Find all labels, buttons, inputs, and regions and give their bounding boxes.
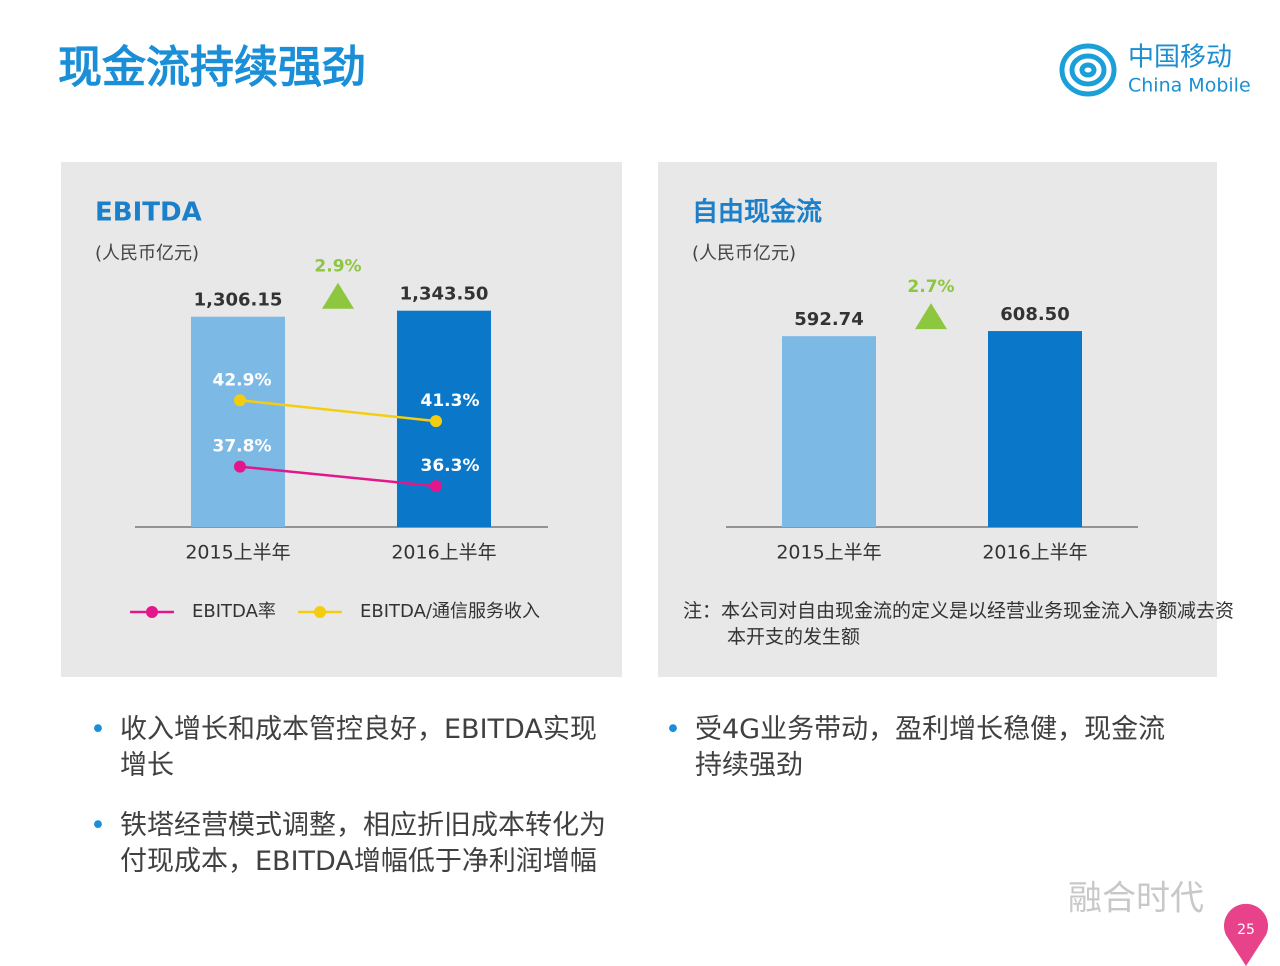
bullet: 受4G业务带动，盈利增长稳健，现金流持续强劲 <box>665 712 1185 784</box>
x-tick-label: 2016上半年 <box>391 542 496 564</box>
point-label: 42.9% <box>213 370 272 390</box>
bullet: 铁塔经营模式调整，相应折旧成本转化为付现成本，EBITDA增幅低于净利润增幅 <box>90 808 610 880</box>
point <box>234 394 246 407</box>
point <box>430 415 442 428</box>
line <box>239 465 437 488</box>
value-label: 1,306.15 <box>194 290 283 311</box>
page-number: 25 <box>1237 922 1255 938</box>
chart-subtitle: (人民币亿元) <box>95 243 199 264</box>
x-tick-label: 2016上半年 <box>982 542 1087 564</box>
point-label: 36.3% <box>421 456 480 476</box>
bar <box>782 336 876 527</box>
growth-triangle <box>915 303 947 330</box>
panel <box>61 162 622 677</box>
bar <box>191 316 285 527</box>
growth-label: 2.7% <box>907 277 954 297</box>
logo-en: China Mobile <box>1128 75 1251 97</box>
bullets-right: 受4G业务带动，盈利增长稳健，现金流持续强劲 <box>665 712 1185 808</box>
legend-label: EBITDA/通信服务收入 <box>360 601 540 622</box>
chart-title: EBITDA <box>95 198 202 228</box>
legend-label: EBITDA率 <box>192 601 276 622</box>
growth-triangle <box>322 282 354 309</box>
bullet: 收入增长和成本管控良好，EBITDA实现增长 <box>90 712 610 784</box>
page-badge <box>1224 903 1269 966</box>
chart-subtitle: (人民币亿元) <box>692 243 796 264</box>
value-label: 608.50 <box>1000 304 1069 325</box>
bar <box>988 331 1082 527</box>
watermark: 融合时代 <box>1068 879 1204 919</box>
point-label: 41.3% <box>421 391 480 411</box>
x-tick-label: 2015上半年 <box>776 542 881 564</box>
logo-cn: 中国移动 <box>1128 43 1232 73</box>
x-tick-label: 2015上半年 <box>185 542 290 564</box>
slide-title: 现金流持续强劲 <box>58 42 366 93</box>
panel <box>658 162 1217 677</box>
value-label: 592.74 <box>794 309 863 330</box>
point <box>234 460 246 473</box>
chart-title: 自由现金流 <box>692 197 822 228</box>
bullets-left: 收入增长和成本管控良好，EBITDA实现增长铁塔经营模式调整，相应折旧成本转化为… <box>90 712 610 904</box>
legend-marker <box>314 606 326 618</box>
point <box>430 480 442 493</box>
growth-label: 2.9% <box>314 257 361 277</box>
line <box>239 399 437 423</box>
legend-marker <box>146 606 158 618</box>
value-label: 1,343.50 <box>400 284 489 305</box>
logo-icon <box>1059 43 1117 97</box>
point-label: 37.8% <box>213 437 272 457</box>
chart-note: 注：本公司对自由现金流的定义是以经营业务现金流入净额减去资本开支的发生额 <box>683 600 1235 648</box>
